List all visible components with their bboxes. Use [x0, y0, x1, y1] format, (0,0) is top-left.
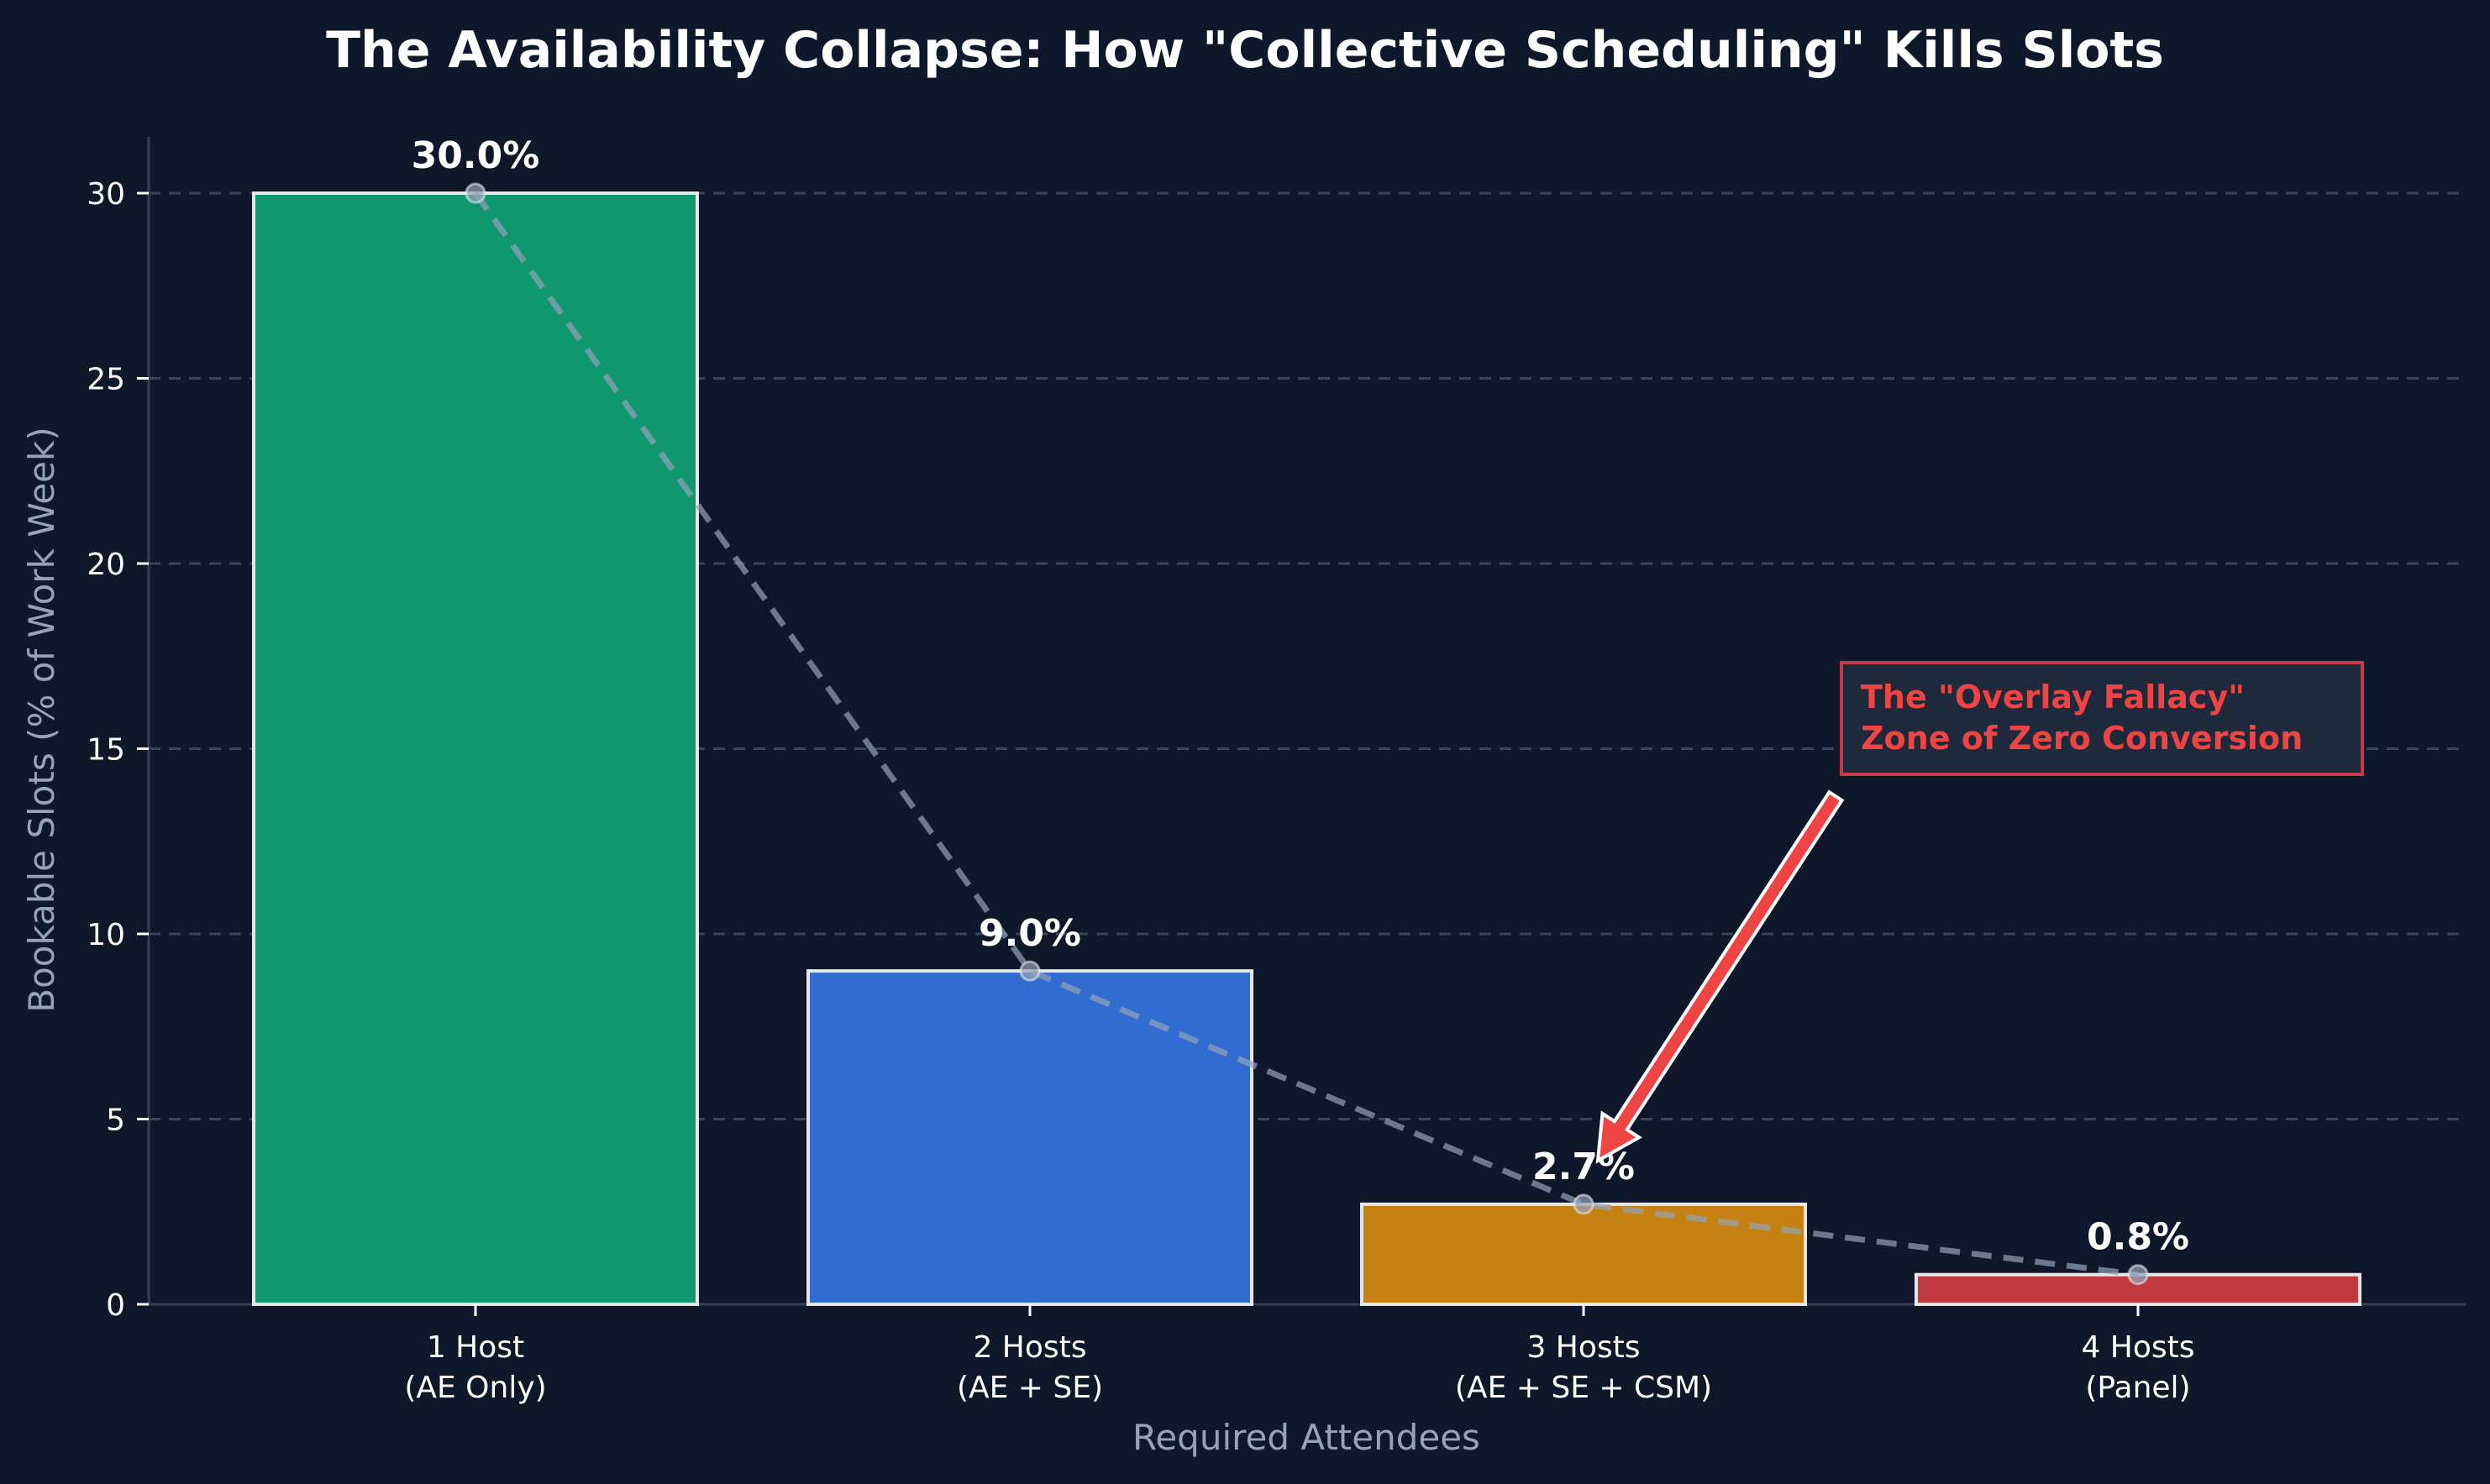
x-tick-labels: 1 Host (AE Only) 2 Hosts (AE + SE) 3 Hosts (A…: [404, 1304, 2195, 1405]
annotation-box: [1840, 661, 2364, 776]
y-tick-labels: 0 5 10 15 20 25 30: [87, 177, 149, 1323]
trend-marker: [465, 182, 486, 204]
y-tick-label: 20: [87, 548, 125, 582]
y-tick-label: 10: [87, 918, 125, 952]
annotation-line-2: Zone of Zero Conversion: [1861, 720, 2303, 757]
y-tick-label: 0: [106, 1288, 125, 1323]
y-tick-label: 30: [87, 177, 125, 212]
x-tick-label: 1 Host: [427, 1330, 524, 1365]
x-tick-label: (AE Only): [404, 1371, 546, 1405]
trend-line: [465, 182, 2149, 1286]
x-tick-label: (Panel): [2085, 1371, 2190, 1405]
x-axis-label: Required Attendees: [1132, 1417, 1480, 1458]
value-label: 9.0%: [979, 912, 1081, 955]
value-label: 2.7%: [1532, 1146, 1635, 1188]
annotation-arrow-icon: [1595, 789, 1845, 1164]
y-tick-label: 25: [87, 363, 125, 397]
x-tick-label: 2 Hosts: [973, 1330, 1086, 1365]
chart-title: The Availability Collapse: How "Collecti…: [326, 21, 2164, 80]
bar: [806, 969, 1253, 1306]
trend-marker: [2127, 1264, 2149, 1286]
trend-marker: [1019, 960, 1041, 982]
y-tick-label: 15: [87, 733, 125, 768]
x-tick-label: 3 Hosts: [1526, 1330, 1640, 1365]
value-labels: 30.0% 9.0% 2.7% 0.8%: [412, 134, 2189, 1259]
overlay-fallacy-annotation: The "Overlay Fallacy" Zone of Zero Conve…: [1595, 661, 2364, 1164]
value-label: 30.0%: [412, 134, 540, 177]
bars: [252, 191, 2361, 1307]
trend-marker: [1573, 1193, 1594, 1215]
y-axis-label: Bookable Slots (% of Work Week): [21, 427, 62, 1012]
x-tick-label: (AE + SE + CSM): [1455, 1371, 1712, 1405]
value-label: 0.8%: [2087, 1216, 2189, 1259]
bar: [1360, 1202, 1807, 1307]
bar: [252, 191, 699, 1306]
x-tick-label: (AE + SE): [957, 1371, 1103, 1405]
trend-line-path: [473, 191, 2139, 1278]
y-tick-label: 5: [106, 1104, 125, 1138]
x-tick-label: 4 Hosts: [2081, 1330, 2194, 1365]
annotation-line-1: The "Overlay Fallacy": [1861, 679, 2245, 716]
